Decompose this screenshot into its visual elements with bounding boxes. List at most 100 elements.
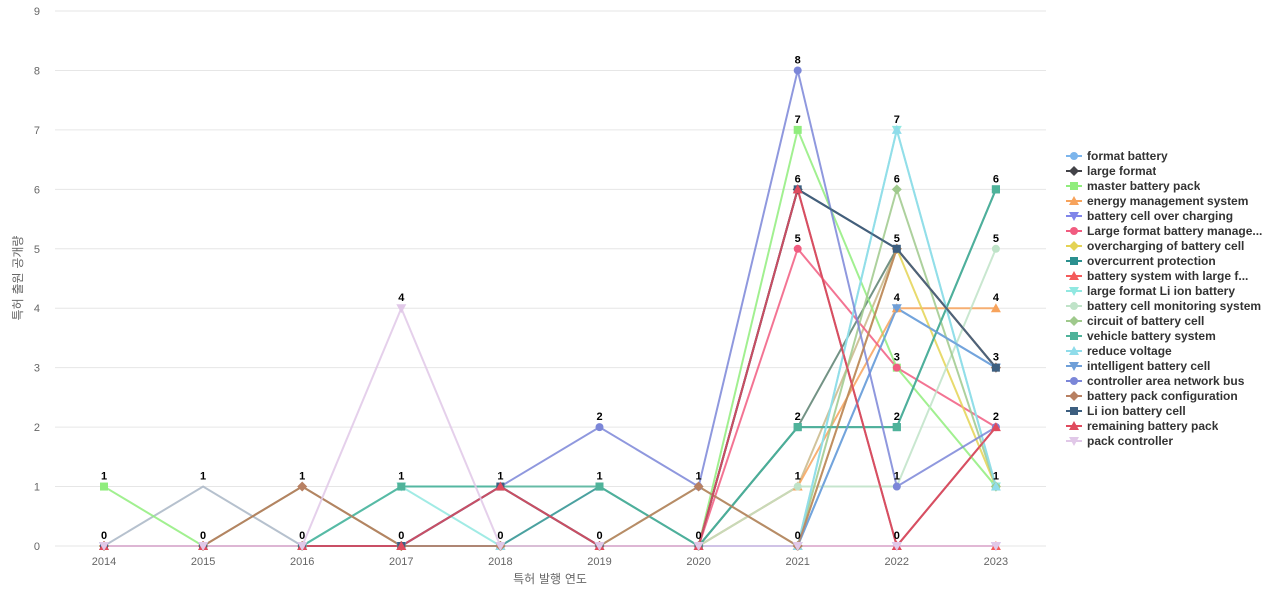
legend-label: large format Li ion battery [1087, 283, 1236, 298]
data-label: 1 [795, 471, 801, 483]
legend-item[interactable]: vehicle battery system [1066, 328, 1276, 343]
legend-item[interactable]: remaining battery pack [1066, 418, 1276, 433]
data-point-marker [1069, 345, 1079, 355]
legend-item[interactable]: battery system with large f... [1066, 268, 1276, 283]
data-point-marker [1069, 420, 1079, 430]
legend-marker-icon [1066, 301, 1082, 310]
legend-item[interactable]: large format [1066, 163, 1276, 178]
data-label: 3 [894, 352, 900, 364]
legend-label: overcharging of battery cell [1087, 238, 1245, 253]
data-point-marker [297, 481, 308, 492]
data-point-marker [1069, 195, 1079, 205]
legend-item[interactable]: battery cell monitoring system [1066, 298, 1276, 313]
data-point-marker [1070, 256, 1078, 265]
data-point-marker [1070, 376, 1078, 385]
x-axis-title: 특허 발행 연도 [513, 571, 587, 586]
legend-marker-icon [1066, 240, 1082, 251]
legend-item[interactable]: reduce voltage [1066, 343, 1276, 358]
series-line [104, 305, 996, 547]
data-label: 5 [795, 233, 801, 245]
series-lines [103, 70, 997, 549]
data-label: 7 [795, 114, 801, 126]
legend-label: overcurrent protection [1087, 253, 1216, 268]
legend-item[interactable]: energy management system [1066, 193, 1276, 208]
legend-item[interactable]: Li ion battery cell [1066, 403, 1276, 418]
legend-item[interactable]: master battery pack [1066, 178, 1276, 193]
series-line [104, 245, 997, 547]
legend-item[interactable]: overcurrent protection [1066, 253, 1276, 268]
data-point-marker [990, 481, 1001, 491]
y-tick-label: 5 [34, 244, 40, 256]
series-line [104, 248, 997, 547]
data-label: 1 [497, 471, 503, 483]
legend-item[interactable]: pack controller [1066, 433, 1276, 448]
x-tick-label: 2015 [191, 556, 215, 568]
data-point-marker [1069, 240, 1079, 251]
data-label: 0 [795, 530, 801, 542]
y-tick-label: 0 [34, 541, 40, 553]
legend-item[interactable]: circuit of battery cell [1066, 313, 1276, 328]
data-label: 0 [299, 530, 305, 542]
legend-item[interactable]: battery pack configuration [1066, 388, 1276, 403]
legend-label: reduce voltage [1087, 343, 1172, 358]
data-label: 6 [795, 173, 801, 185]
legend-label: intelligent battery cell [1087, 358, 1211, 373]
data-label: 1 [398, 471, 404, 483]
x-tick-label: 2022 [885, 556, 909, 568]
x-tick-label: 2018 [488, 556, 512, 568]
data-point-marker [891, 184, 902, 195]
data-point-marker [1070, 181, 1078, 190]
legend-marker-icon [1066, 286, 1082, 296]
data-point-marker [792, 542, 803, 551]
data-point-marker [892, 423, 901, 432]
legend-item[interactable]: battery cell over charging [1066, 208, 1276, 223]
data-point-marker [1070, 226, 1078, 235]
data-point-marker [892, 363, 901, 372]
legend-item[interactable]: Large format battery manage... [1066, 223, 1276, 238]
data-label: 6 [993, 173, 999, 185]
data-point-marker [793, 125, 802, 134]
legend-label: vehicle battery system [1087, 328, 1216, 343]
legend-label: battery cell monitoring system [1087, 298, 1262, 313]
legend-item[interactable]: large format Li ion battery [1066, 283, 1276, 298]
legend-marker-icon [1066, 165, 1082, 176]
data-label: 3 [993, 352, 999, 364]
y-tick-label: 9 [34, 6, 40, 18]
data-label: 1 [993, 471, 999, 483]
legend-label: battery pack configuration [1087, 388, 1238, 403]
legend-label: circuit of battery cell [1087, 313, 1205, 328]
data-point-marker [397, 482, 406, 491]
data-point-marker [595, 423, 604, 432]
series-line [104, 246, 997, 548]
series-markers [99, 66, 1001, 551]
legend-marker-icon [1066, 151, 1082, 160]
data-label: 0 [398, 530, 404, 542]
data-point-marker [495, 542, 506, 551]
series-line [104, 247, 997, 547]
y-tick-label: 1 [34, 482, 40, 494]
data-label: 2 [894, 411, 900, 423]
legend-marker-icon [1066, 331, 1082, 340]
data-label: 1 [299, 471, 305, 483]
legend-item[interactable]: overcharging of battery cell [1066, 238, 1276, 253]
legend-item[interactable]: intelligent battery cell [1066, 358, 1276, 373]
data-point-marker [1069, 390, 1079, 401]
legend-item[interactable]: format battery [1066, 148, 1276, 163]
y-tick-label: 7 [34, 125, 40, 137]
legend-label: master battery pack [1087, 178, 1201, 193]
data-point-marker [990, 303, 1001, 313]
x-axis-ticks: 2014 2015 2016 2017 2018 2019 2020 2021 2022 2023 [92, 556, 1008, 568]
data-point-marker [1069, 436, 1079, 446]
legend-label: controller area network bus [1087, 373, 1245, 388]
data-point-marker [1069, 315, 1079, 326]
data-point-marker [99, 542, 109, 551]
data-label: 5 [894, 233, 900, 245]
data-label: 1 [596, 471, 602, 483]
legend-item[interactable]: controller area network bus [1066, 373, 1276, 388]
data-point-marker [100, 482, 108, 491]
data-label: 1 [894, 471, 900, 483]
data-point-marker [990, 422, 1001, 432]
grid-lines [55, 10, 1046, 547]
